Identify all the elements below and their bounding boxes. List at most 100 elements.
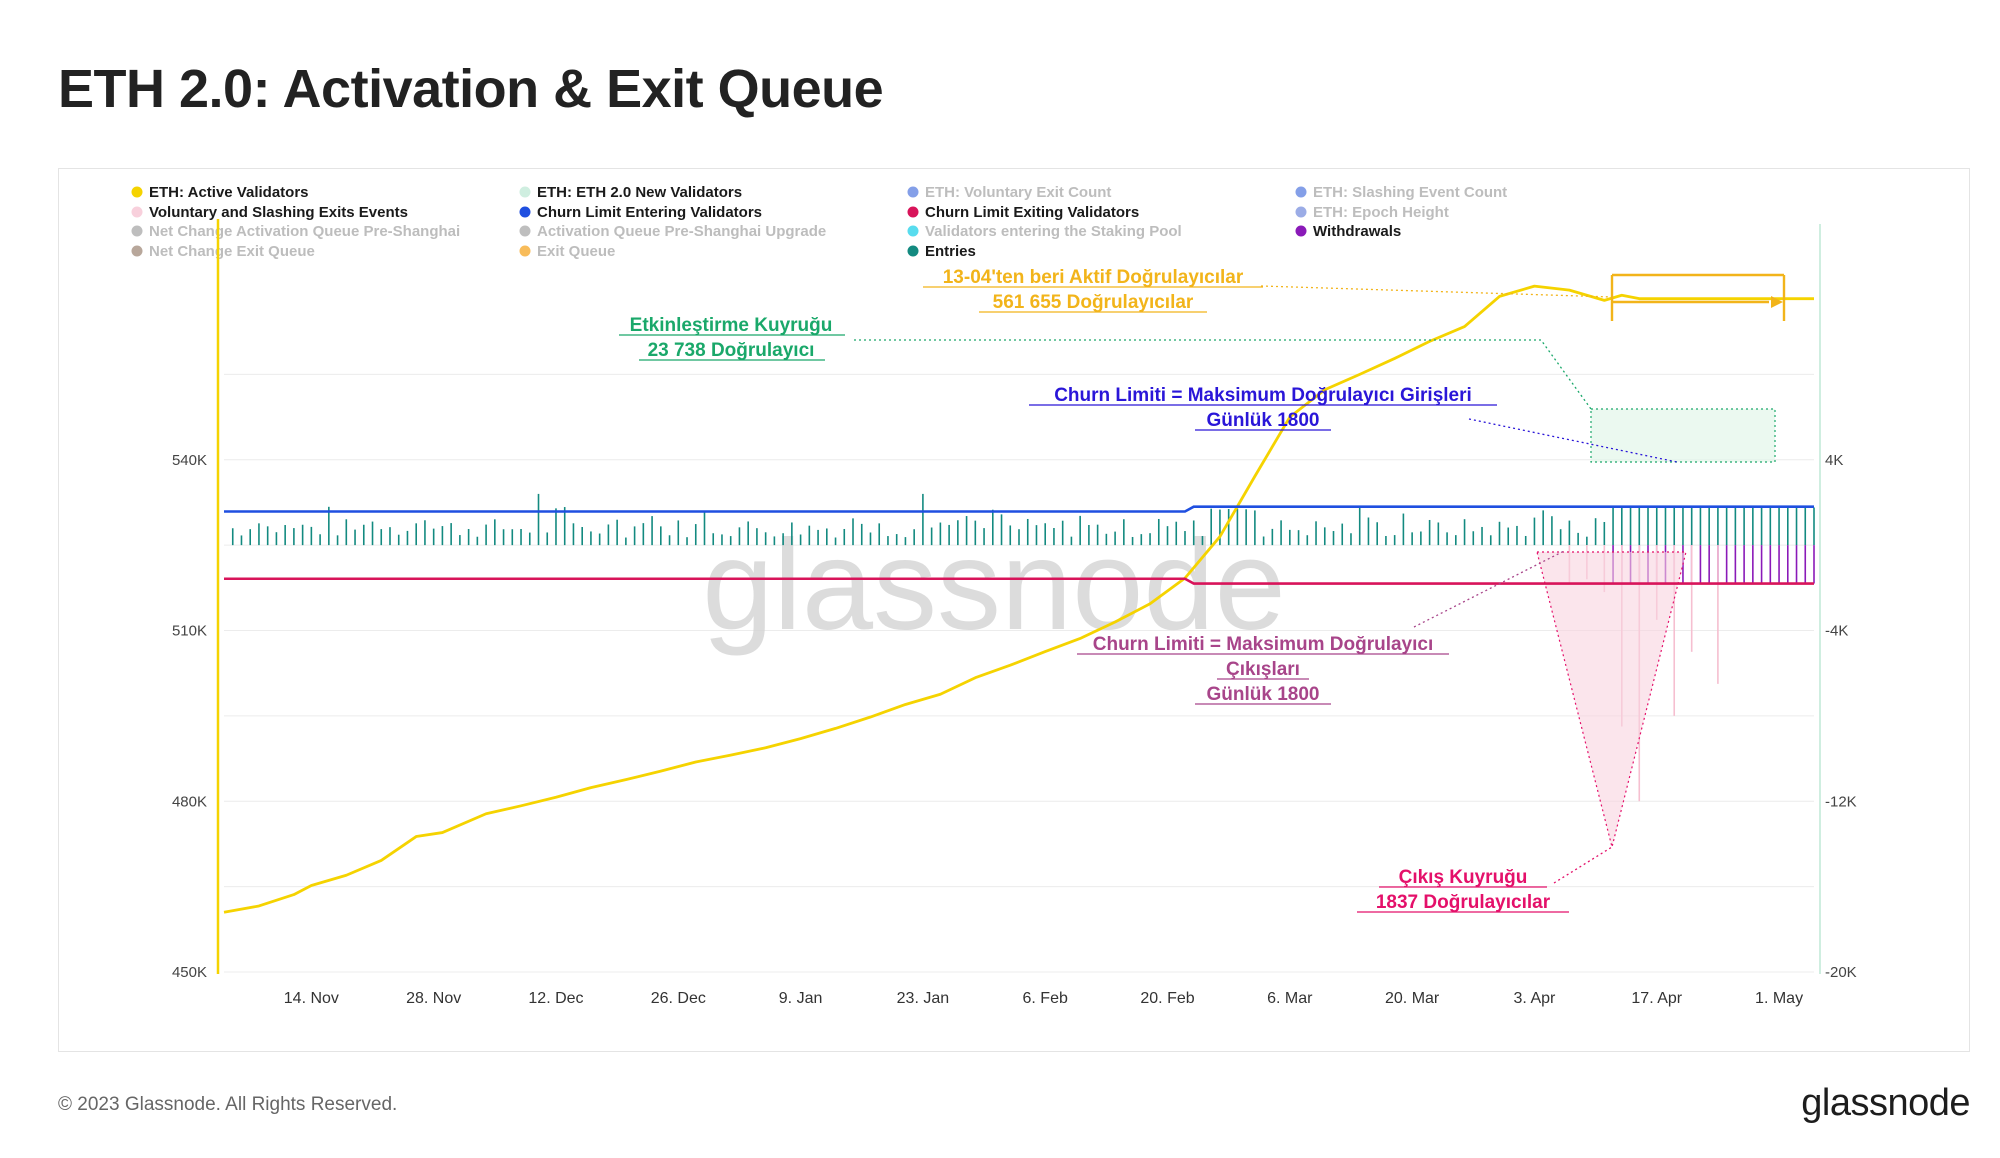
annotation: 13-04'ten beri Aktif Doğrulayıcılar 561 6… <box>923 267 1263 313</box>
legend-swatch <box>907 245 919 257</box>
annotation-text: Churn Limiti = Maksimum Doğrulayıcı Giri… <box>1054 385 1472 406</box>
x-tick-label: 26. Dec <box>651 990 706 1007</box>
x-tick-label: 20. Feb <box>1140 990 1194 1007</box>
annotation-text: 13-04'ten beri Aktif Doğrulayıcılar <box>943 267 1244 288</box>
annotation: Etkinleştirme Kuyruğu 23 738 Doğrulayıcı <box>619 315 845 361</box>
x-tick-label: 1. May <box>1755 990 1803 1007</box>
page-title: ETH 2.0: Activation & Exit Queue <box>58 59 884 119</box>
y-tick-label: 4K <box>1825 452 1843 469</box>
legend-item[interactable]: ETH: Slashing Event Count <box>1295 184 1508 201</box>
annotation: Çıkış Kuyruğu 1837 Doğrulayıcılar <box>1357 867 1569 913</box>
annotation-text: Etkinleştirme Kuyruğu <box>630 315 833 336</box>
legend-label: Entries <box>925 243 976 260</box>
legend-swatch <box>519 245 531 257</box>
legend-swatch <box>519 225 531 237</box>
leader-activation <box>854 339 1592 410</box>
chart-panel: glassnode ETH: Active Validators ETH: ETH… <box>58 168 1970 1052</box>
bracket-arrowhead <box>1771 296 1783 308</box>
annotation-text: Çıkışları <box>1226 659 1300 680</box>
legend-swatch <box>1295 206 1307 218</box>
legend-item[interactable]: Validators entering the Staking Pool <box>907 223 1182 240</box>
x-axis: 14. Nov 28. Nov 12. Dec 26. Dec 9. Jan 23. Ja… <box>284 990 1803 1007</box>
legend-swatch <box>1295 186 1307 198</box>
y-axis-right: -20K -12K -4K 4K <box>1819 224 1857 981</box>
legend-label: ETH: Epoch Height <box>1313 204 1449 221</box>
legend-label: ETH: Slashing Event Count <box>1313 184 1507 201</box>
y-tick-label: 450K <box>172 964 207 981</box>
legend-swatch <box>519 206 531 218</box>
legend-label: Validators entering the Staking Pool <box>925 223 1182 240</box>
legend-label: Activation Queue Pre-Shanghai Upgrade <box>537 223 826 240</box>
leader-churn-exit <box>1413 550 1565 628</box>
annotation-text: Çıkış Kuyruğu <box>1399 867 1528 888</box>
legend-item[interactable]: Activation Queue Pre-Shanghai Upgrade <box>519 223 827 240</box>
annotation: Churn Limiti = Maksimum Doğrulayıcı Giri… <box>1029 385 1497 431</box>
legend-label: Voluntary and Slashing Exits Events <box>149 204 408 221</box>
legend-item[interactable]: Exit Queue <box>519 243 616 260</box>
leader-active <box>1260 285 1613 298</box>
legend-item[interactable]: Net Change Activation Queue Pre-Shanghai <box>131 223 461 240</box>
x-tick-label: 23. Jan <box>897 990 949 1007</box>
legend-label: Net Change Activation Queue Pre-Shanghai <box>149 223 460 240</box>
legend-item[interactable]: Churn Limit Exiting Validators <box>907 204 1140 221</box>
y-tick-label: -12K <box>1825 793 1857 810</box>
annotations: 13-04'ten beri Aktif Doğrulayıcılar 561 6… <box>619 267 1678 913</box>
x-tick-label: 6. Feb <box>1023 990 1068 1007</box>
legend-swatch <box>519 186 531 198</box>
annotation-text: 23 738 Doğrulayıcı <box>648 340 815 361</box>
legend-label: ETH: ETH 2.0 New Validators <box>537 184 742 201</box>
legend-label: Churn Limit Exiting Validators <box>925 204 1139 221</box>
annotation-text: 561 655 Doğrulayıcılar <box>993 292 1194 313</box>
chart[interactable]: glassnode ETH: Active Validators ETH: ETH… <box>59 169 1971 1053</box>
legend-item[interactable]: Withdrawals <box>1295 223 1402 240</box>
legend-swatch <box>131 186 143 198</box>
legend: ETH: Active Validators ETH: ETH 2.0 New V… <box>131 184 1508 260</box>
leader-churn-entry <box>1468 418 1678 463</box>
x-tick-label: 9. Jan <box>779 990 823 1007</box>
annotation-text: Günlük 1800 <box>1207 684 1320 705</box>
x-tick-label: 12. Dec <box>528 990 583 1007</box>
leader-exit-queue <box>1553 846 1613 884</box>
y-tick-label: -4K <box>1825 623 1848 640</box>
annotation-text: Churn Limiti = Maksimum Doğrulayıcı <box>1093 634 1433 655</box>
legend-swatch <box>131 245 143 257</box>
legend-swatch <box>131 225 143 237</box>
legend-item[interactable]: ETH: ETH 2.0 New Validators <box>519 184 743 201</box>
legend-label: Withdrawals <box>1313 223 1401 240</box>
legend-item[interactable]: Churn Limit Entering Validators <box>519 204 763 221</box>
legend-label: Churn Limit Entering Validators <box>537 204 762 221</box>
copyright: © 2023 Glassnode. All Rights Reserved. <box>58 1094 398 1115</box>
legend-item[interactable]: Entries <box>907 243 976 260</box>
annotation-text: 1837 Doğrulayıcılar <box>1376 892 1551 913</box>
brand-logo: glassnode <box>1801 1082 1970 1124</box>
y-tick-label: -20K <box>1825 964 1857 981</box>
legend-label: ETH: Active Validators <box>149 184 309 201</box>
annotation: Churn Limiti = Maksimum Doğrulayıcı Çıkış… <box>1077 634 1449 705</box>
y-tick-label: 510K <box>172 623 207 640</box>
active-since-bracket <box>1610 273 1786 321</box>
x-tick-label: 3. Apr <box>1514 990 1556 1007</box>
legend-item[interactable]: ETH: Active Validators <box>131 184 309 201</box>
legend-swatch <box>907 225 919 237</box>
x-tick-label: 14. Nov <box>284 990 339 1007</box>
activation-queue-box <box>1590 408 1776 463</box>
legend-label: ETH: Voluntary Exit Count <box>925 184 1111 201</box>
legend-swatch <box>1295 225 1307 237</box>
annotation-shapes <box>1536 408 1776 848</box>
legend-swatch <box>907 206 919 218</box>
x-tick-label: 17. Apr <box>1631 990 1682 1007</box>
y-axis-left: 450K 480K 510K 540K <box>172 219 220 981</box>
legend-item[interactable]: Net Change Exit Queue <box>131 243 315 260</box>
legend-item[interactable]: Voluntary and Slashing Exits Events <box>131 204 408 221</box>
series-lines <box>223 273 1814 914</box>
legend-label: Exit Queue <box>537 243 615 260</box>
legend-item[interactable]: ETH: Epoch Height <box>1295 204 1449 221</box>
churn-entering-line <box>224 505 1814 513</box>
legend-swatch <box>907 186 919 198</box>
legend-label: Net Change Exit Queue <box>149 243 315 260</box>
y-tick-label: 540K <box>172 452 207 469</box>
watermark: glassnode <box>702 514 1286 657</box>
x-tick-label: 20. Mar <box>1385 990 1440 1007</box>
churn-exiting-line <box>224 577 1814 585</box>
legend-item[interactable]: ETH: Voluntary Exit Count <box>907 184 1112 201</box>
